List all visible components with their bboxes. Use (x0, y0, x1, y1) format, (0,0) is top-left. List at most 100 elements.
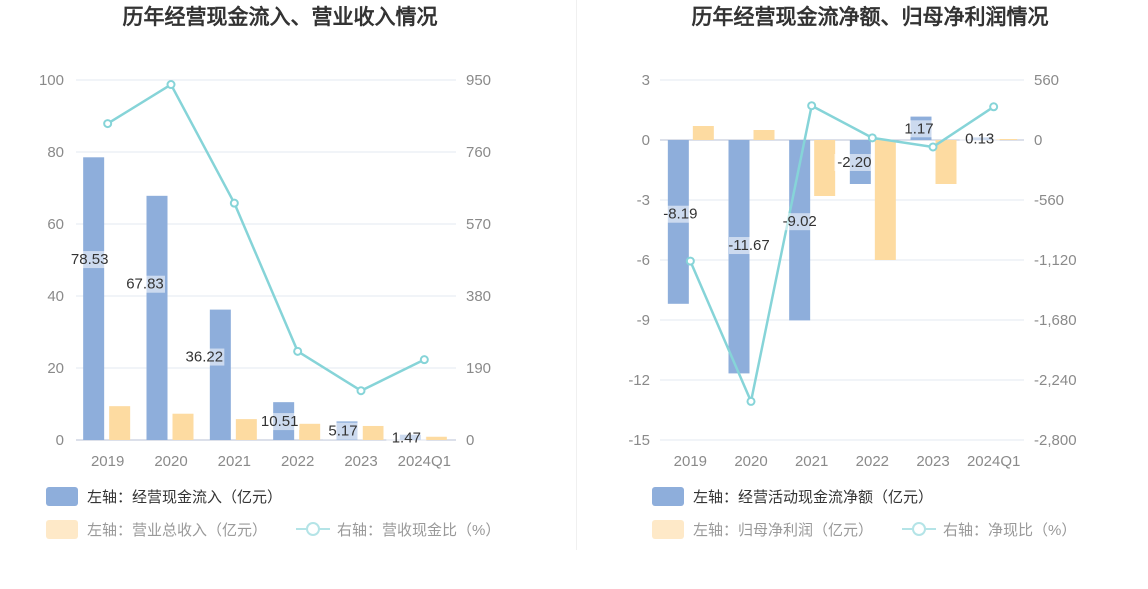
legend: 左轴：经营现金流入（亿元） 左轴：营业总收入（亿元） 右轴：营收现金比（%） (46, 487, 500, 539)
left-tick-label: 3 (642, 72, 650, 89)
right-tick-label: 760 (466, 144, 491, 161)
legend-item-cash-inflow[interactable]: 左轴：经营现金流入（亿元） (46, 487, 282, 506)
ratio-line (103, 80, 429, 396)
bar-secondary (362, 425, 384, 440)
legend-item-revenue[interactable]: 左轴：营业总收入（亿元） (46, 520, 267, 539)
data-label: 1.47 (392, 429, 421, 446)
data-label-bg (259, 413, 300, 431)
x-tick-label: 2022 (856, 453, 889, 470)
data-label: 1.17 (904, 120, 933, 137)
legend-item-ratio[interactable]: 右轴：营收现金比（%） (296, 522, 500, 539)
bar-secondary (753, 130, 775, 140)
legend: 左轴：经营活动现金流净额（亿元） 左轴：归母净利润（亿元） 右轴：净现比（%） (652, 487, 1076, 539)
ratio-line-point (356, 386, 366, 396)
legend-label: 左轴：经营现金流入（亿元） (87, 489, 282, 506)
ratio-line-point (867, 133, 877, 143)
legend-item-net-profit[interactable]: 左轴：归母净利润（亿元） (652, 520, 873, 539)
bar-primary (146, 195, 168, 440)
data-label: 78.53 (71, 251, 109, 268)
ratio-line-point (685, 256, 695, 266)
left-tick-label: -3 (637, 192, 650, 209)
data-label-bg (69, 251, 110, 269)
right-tick-label: -2,240 (1034, 372, 1077, 389)
ratio-line-path (107, 83, 425, 392)
ratio-line-point (989, 102, 999, 112)
right-tick-label: 380 (466, 288, 491, 305)
x-tick-label: 2024Q1 (967, 453, 1020, 470)
data-label-bg (834, 154, 875, 171)
legend-swatch-marker (912, 522, 926, 536)
right-tick-label: -560 (1034, 192, 1064, 209)
left-tick-label: 80 (47, 144, 64, 161)
x-tick-label: 2024Q1 (398, 453, 451, 470)
right-tick-label: 0 (466, 432, 474, 449)
ratio-line-path (689, 104, 995, 403)
data-labels: 78.53 67.83 36.22 10.51 5.17 1.47 (69, 251, 427, 447)
data-label: -11.67 (728, 237, 769, 254)
right-tick-label: 0 (1034, 132, 1042, 149)
bar-secondary (299, 423, 321, 440)
chart-title: 历年经营现金流入、营业收入情况 (123, 5, 438, 29)
bar-secondary (935, 140, 957, 184)
bar-secondary (996, 139, 1018, 140)
ratio-line-point (166, 80, 176, 90)
x-tick-label: 2019 (674, 453, 707, 470)
net-cashflow-profit-chart: 历年经营现金流净额、归母净利润情况 -15-12-9-6-303 -2,800-… (628, 5, 1077, 539)
ratio-line (685, 101, 999, 406)
data-label-bg (125, 275, 165, 293)
data-label: 67.83 (126, 276, 164, 293)
x-tick-label: 2021 (795, 453, 828, 470)
data-label: -8.19 (663, 206, 697, 223)
left-tick-label: 60 (47, 216, 64, 233)
left-tick-label: -9 (637, 312, 650, 329)
right-axis-ticks: 0 190 380 570 760 950 (466, 72, 491, 449)
x-tick-label: 2019 (91, 453, 124, 470)
legend-swatch-bar (46, 520, 78, 539)
ratio-line-point (293, 346, 303, 356)
legend-label: 左轴：经营活动现金流净额（亿元） (693, 489, 933, 506)
legend-swatch-marker (306, 522, 320, 536)
legend-swatch-bar (46, 487, 78, 506)
legend-item-net-cashflow[interactable]: 左轴：经营活动现金流净额（亿元） (652, 487, 933, 506)
chart-title: 历年经营现金流净额、归母净利润情况 (692, 5, 1049, 29)
ratio-line-point (419, 355, 429, 365)
left-tick-label: -15 (628, 432, 650, 449)
x-tick-label: 2020 (154, 453, 187, 470)
data-label-bg (779, 213, 820, 231)
data-label: 0.13 (965, 131, 994, 148)
bar-primary (83, 157, 105, 441)
x-axis-ticks: 2019 2020 2021 2022 2023 2024Q1 (674, 453, 1021, 470)
data-label-bg (184, 348, 225, 366)
data-label-bg (323, 422, 363, 440)
right-tick-label: 560 (1034, 72, 1059, 89)
data-label-bg (660, 205, 701, 223)
left-tick-label: 0 (56, 432, 64, 449)
legend-item-net-cash-ratio[interactable]: 右轴：净现比（%） (902, 522, 1076, 539)
bar-secondary (109, 406, 131, 440)
left-tick-label: 0 (642, 132, 650, 149)
cash-inflow-revenue-chart: 历年经营现金流入、营业收入情况 0 20 40 60 80 100 0 190 380 570 7… (39, 5, 500, 539)
bar-primary (728, 140, 750, 374)
left-tick-label: -12 (628, 372, 650, 389)
bar-secondary (874, 140, 896, 260)
left-axis-ticks: -15 -12 -9 -6 -3 0 3 (628, 72, 650, 449)
x-tick-label: 2021 (218, 453, 251, 470)
legend-label: 左轴：营业总收入（亿元） (87, 522, 267, 539)
bar-secondary (172, 413, 194, 440)
bar-secondary (235, 419, 257, 440)
data-label-bg (729, 237, 769, 255)
bar-primary (209, 309, 231, 440)
left-tick-label: 40 (47, 288, 64, 305)
data-label-bg (959, 130, 1000, 148)
data-label: -2.20 (837, 154, 871, 171)
ratio-line-point (103, 119, 113, 129)
right-tick-label: 950 (466, 72, 491, 89)
bars (83, 157, 447, 441)
grid (76, 79, 456, 441)
bar-secondary (814, 140, 836, 196)
x-tick-label: 2022 (281, 453, 314, 470)
data-labels: -8.19 -11.67 -9.02 -2.20 1.17 0.13 (660, 120, 1000, 255)
bar-secondary (692, 126, 714, 140)
data-label: -9.02 (783, 213, 817, 230)
